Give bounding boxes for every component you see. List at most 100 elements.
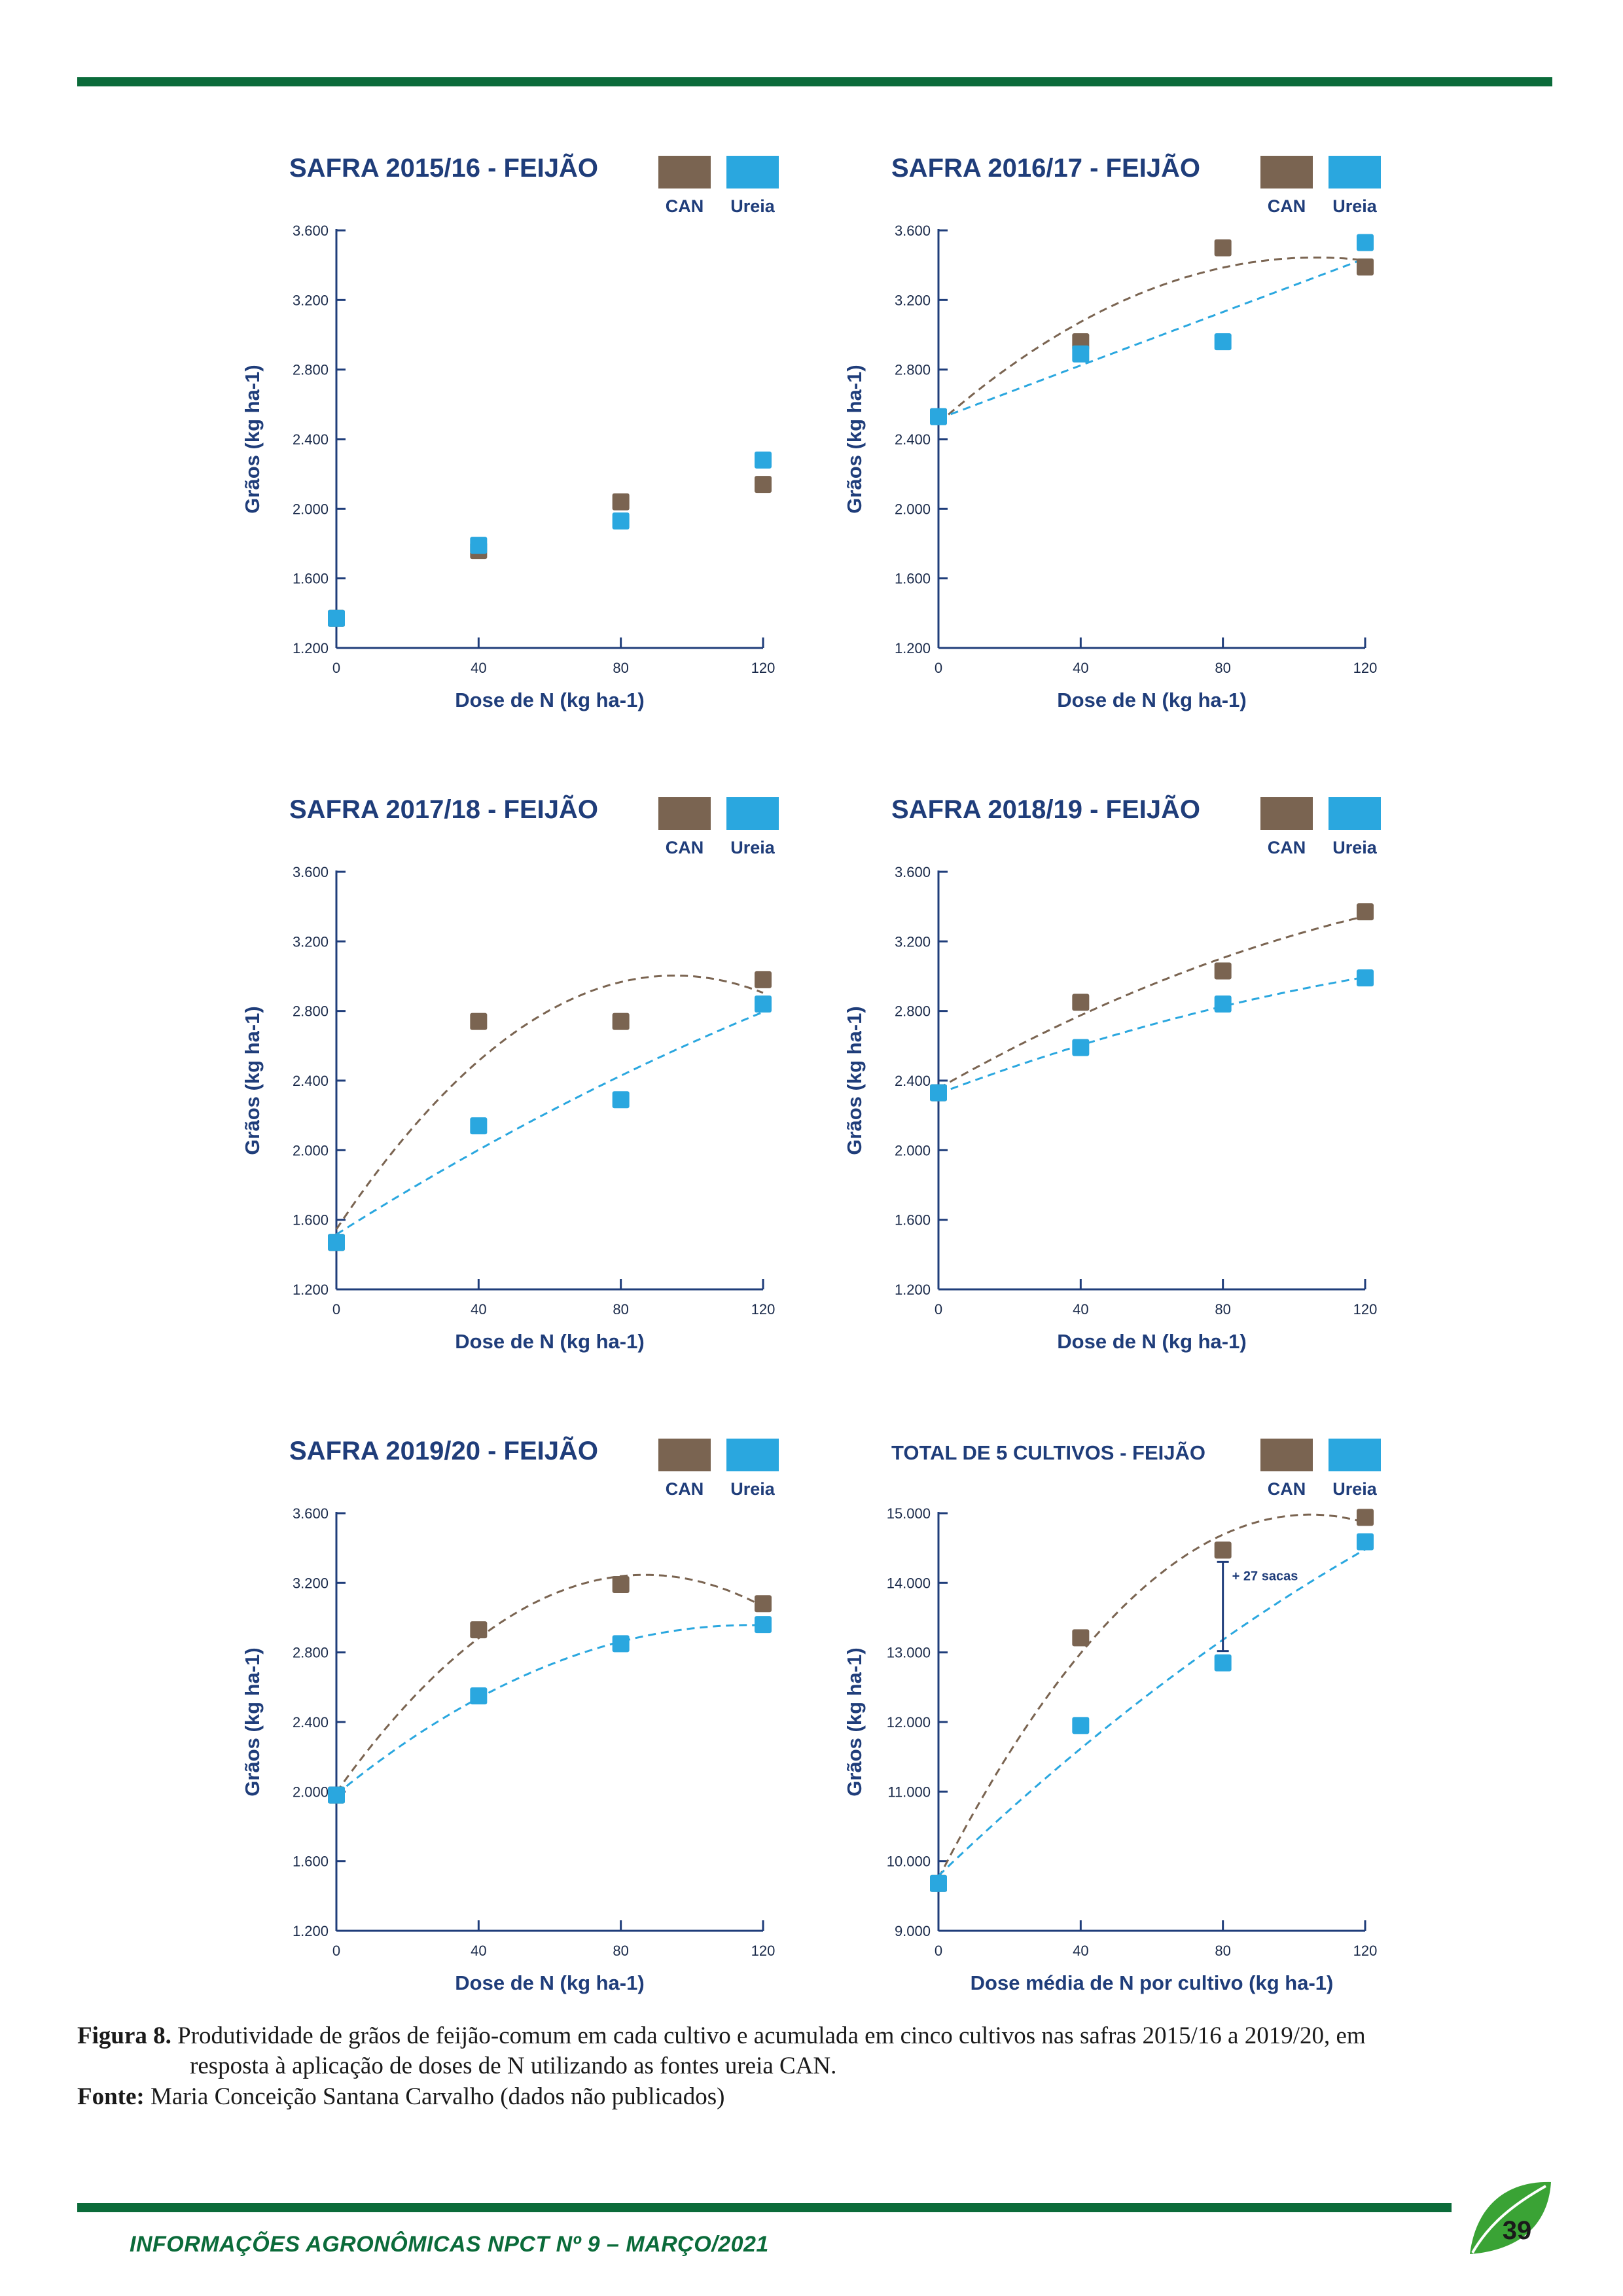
x-tick-label: 0 <box>332 1301 340 1318</box>
data-point-ureia <box>612 1635 630 1653</box>
chart-safra-2019-20: SAFRA 2019/20 - FEIJÃO CAN Ureia 1.200 1.600… <box>241 1435 779 1994</box>
x-tick-label: 40 <box>1073 1943 1088 1959</box>
y-tick-label: 3.600 <box>895 223 931 239</box>
data-point-ureia <box>470 1687 488 1705</box>
y-tick-label: 2.800 <box>293 1645 329 1661</box>
legend-swatch-ureia <box>726 1439 779 1471</box>
data-point-can <box>1072 994 1090 1011</box>
y-tick-label: 3.200 <box>293 292 329 308</box>
legend-swatch-can <box>1260 1439 1313 1471</box>
chart-title: SAFRA 2015/16 - FEIJÃO <box>289 152 598 183</box>
trendline-can <box>335 1573 764 1793</box>
chart-title: TOTAL DE 5 CULTIVOS - FEIJÃO <box>891 1441 1205 1464</box>
data-point-ureia <box>930 408 947 425</box>
data-point-ureia <box>1214 996 1232 1013</box>
legend-swatch-can <box>658 797 711 830</box>
y-tick-label: 2.400 <box>895 1073 931 1089</box>
trendline-ureia <box>937 1549 1366 1876</box>
y-tick-label: 12.000 <box>887 1714 931 1731</box>
x-tick-label: 40 <box>471 660 486 676</box>
legend-label-can: CAN <box>666 1479 704 1499</box>
y-tick-label: 2.400 <box>293 1073 329 1089</box>
legend-label-ureia: Ureia <box>730 838 776 857</box>
data-point-can <box>1357 1509 1374 1526</box>
data-point-ureia <box>930 1084 947 1102</box>
legend-swatch-ureia <box>1329 156 1381 188</box>
chart-safra-2015-16: SAFRA 2015/16 - FEIJÃO CAN Ureia 1.200 1.600… <box>241 152 779 711</box>
y-tick-label: 2.000 <box>895 1142 931 1158</box>
footer-title: INFORMAÇÕES AGRONÔMICAS NPCT Nº 9 – MARÇ… <box>130 2232 769 2257</box>
chart-title: SAFRA 2018/19 - FEIJÃO <box>891 794 1200 824</box>
data-point-ureia <box>1072 1717 1090 1734</box>
data-point-can <box>612 493 630 511</box>
legend-swatch-can <box>1260 156 1313 188</box>
y-tick-label: 3.200 <box>895 292 931 308</box>
data-point-ureia <box>755 1616 772 1634</box>
legend-label-can: CAN <box>1268 1479 1306 1499</box>
y-tick-label: 2.800 <box>895 1003 931 1020</box>
legend-label-ureia: Ureia <box>1332 1479 1378 1499</box>
chart-safra-2017-18: SAFRA 2017/18 - FEIJÃO CAN Ureia 1.200 1.600… <box>241 794 779 1353</box>
data-point-ureia <box>470 1117 488 1135</box>
data-point-can <box>755 476 772 493</box>
caption-line-1: Produtividade de grãos de feijão-comum e… <box>177 2022 1366 2049</box>
x-axis-label: Dose de N (kg ha-1) <box>455 689 644 711</box>
trendline-ureia <box>938 257 1366 420</box>
x-tick-label: 40 <box>1073 660 1088 676</box>
x-tick-label: 0 <box>332 660 340 676</box>
data-point-can <box>612 1575 630 1593</box>
y-tick-label: 2.800 <box>293 1003 329 1020</box>
x-axis-label: Dose de N (kg ha-1) <box>455 1330 644 1353</box>
data-point-can <box>470 1013 488 1030</box>
x-tick-label: 120 <box>1353 660 1378 676</box>
x-axis-label: Dose de N (kg ha-1) <box>1057 689 1246 711</box>
data-point-can <box>755 1595 772 1613</box>
caption-line-2: resposta à aplicação de doses de N utili… <box>190 2053 837 2079</box>
y-tick-label: 3.600 <box>895 864 931 880</box>
legend-label-can: CAN <box>666 838 704 857</box>
source-text: Maria Conceição Santana Carvalho (dados … <box>151 2083 725 2110</box>
y-tick-label: 3.600 <box>293 1505 329 1522</box>
legend-swatch-can <box>1260 797 1313 830</box>
y-tick-label: 2.000 <box>895 501 931 517</box>
figure-source: Fonte: Maria Conceição Santana Carvalho … <box>77 2083 724 2111</box>
page-number: 39 <box>1502 2216 1532 2245</box>
y-tick-label: 1.200 <box>293 1282 329 1298</box>
source-label: Fonte: <box>77 2083 145 2110</box>
y-axis-label: Grãos (kg ha-1) <box>843 365 866 513</box>
data-point-can <box>1214 962 1232 980</box>
y-tick-label: 2.400 <box>895 431 931 448</box>
y-tick-label: 1.600 <box>895 571 931 587</box>
trendline-ureia <box>336 1624 764 1795</box>
x-tick-label: 0 <box>935 1943 942 1959</box>
data-point-ureia <box>328 1234 345 1251</box>
x-tick-label: 120 <box>751 660 776 676</box>
y-tick-label: 11.000 <box>887 1784 931 1800</box>
trendline-can <box>937 1513 1366 1879</box>
data-point-ureia <box>612 512 630 529</box>
y-tick-label: 2.000 <box>293 1142 329 1158</box>
chart-title: SAFRA 2016/17 - FEIJÃO <box>891 152 1200 183</box>
y-tick-label: 2.400 <box>293 431 329 448</box>
y-tick-label: 2.800 <box>293 362 329 378</box>
y-tick-label: 2.000 <box>293 1784 329 1800</box>
y-tick-label: 3.200 <box>293 1575 329 1591</box>
y-axis-label: Grãos (kg ha-1) <box>241 1006 264 1155</box>
legend-label-ureia: Ureia <box>730 196 776 216</box>
x-tick-label: 80 <box>613 660 628 676</box>
data-point-can <box>1214 1541 1232 1559</box>
y-axis-label: Grãos (kg ha-1) <box>843 1647 866 1796</box>
x-tick-label: 40 <box>1073 1301 1088 1318</box>
data-point-can <box>470 1621 488 1639</box>
x-axis-label: Dose média de N por cultivo (kg ha-1) <box>971 1971 1334 1994</box>
y-tick-label: 1.600 <box>293 1854 329 1870</box>
y-tick-label: 10.000 <box>887 1854 931 1870</box>
y-tick-label: 1.600 <box>293 571 329 587</box>
y-axis-label: Grãos (kg ha-1) <box>241 365 264 513</box>
y-tick-label: 15.000 <box>887 1505 931 1522</box>
caption-label: Figura 8. <box>77 2022 171 2049</box>
x-tick-label: 0 <box>935 660 942 676</box>
x-tick-label: 0 <box>332 1943 340 1959</box>
data-point-ureia <box>612 1091 630 1109</box>
y-tick-label: 3.600 <box>293 223 329 239</box>
